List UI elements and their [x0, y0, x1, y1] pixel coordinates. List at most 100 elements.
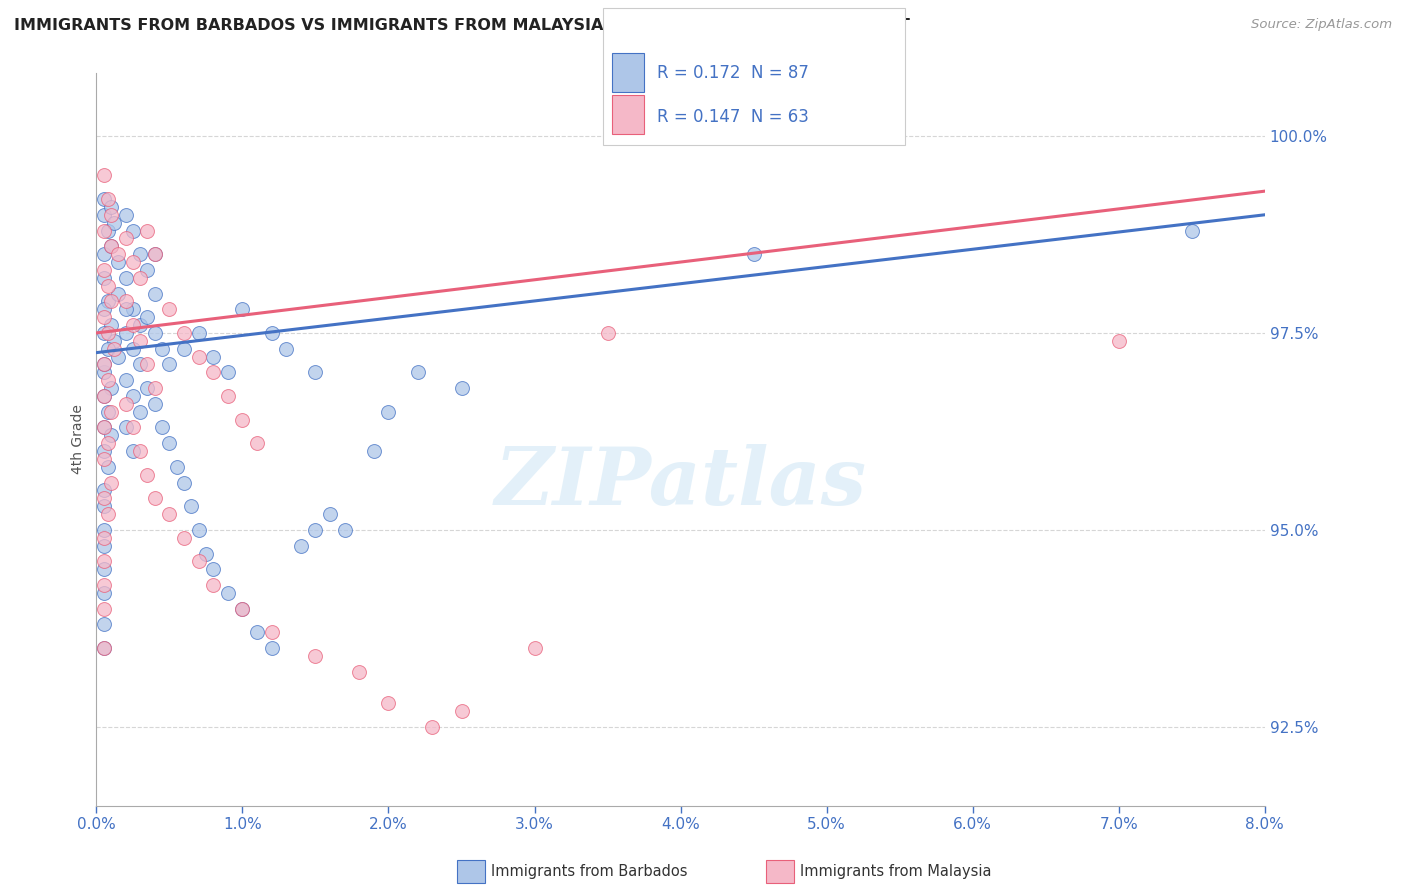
Point [93, 326, 115, 340]
Point [129, 247, 152, 261]
Point [450, 704, 472, 718]
Point [107, 286, 129, 301]
Point [97, 405, 120, 419]
Point [114, 326, 136, 340]
Point [114, 397, 136, 411]
Point [107, 247, 129, 261]
Point [290, 539, 312, 553]
Point [93, 617, 115, 632]
Point [114, 270, 136, 285]
Point [93, 578, 115, 592]
Point [202, 350, 225, 364]
Point [97, 223, 120, 237]
Point [122, 302, 145, 317]
Point [100, 239, 122, 253]
Point [97, 192, 120, 206]
Point [157, 302, 180, 317]
Point [100, 239, 122, 253]
Point [93, 208, 115, 222]
Point [1181, 223, 1204, 237]
Point [260, 641, 283, 656]
Point [173, 326, 195, 340]
Point [187, 326, 209, 340]
Point [107, 350, 129, 364]
Point [217, 389, 239, 403]
Point [93, 389, 115, 403]
Point [93, 169, 115, 183]
Text: R = 0.172  N = 87: R = 0.172 N = 87 [657, 63, 808, 81]
Point [114, 294, 136, 309]
Point [93, 263, 115, 277]
Point [122, 444, 145, 458]
Point [349, 665, 371, 679]
Point [93, 444, 115, 458]
Point [143, 286, 166, 301]
Point [93, 500, 115, 514]
Point [136, 223, 159, 237]
Point [194, 547, 217, 561]
Point [93, 389, 115, 403]
Point [377, 405, 399, 419]
Text: R = 0.147  N = 63: R = 0.147 N = 63 [657, 108, 808, 126]
Text: Source: ZipAtlas.com: Source: ZipAtlas.com [1251, 18, 1392, 31]
Point [100, 208, 122, 222]
Point [129, 444, 152, 458]
Point [97, 507, 120, 521]
Point [129, 405, 152, 419]
Point [93, 270, 115, 285]
Point [97, 342, 120, 356]
Point [93, 601, 115, 615]
Point [103, 342, 125, 356]
Point [93, 641, 115, 656]
Text: Immigrants from Barbados: Immigrants from Barbados [491, 864, 688, 879]
Y-axis label: 4th Grade: 4th Grade [72, 404, 86, 475]
Point [93, 586, 115, 600]
Point [114, 231, 136, 245]
Point [143, 247, 166, 261]
Point [114, 420, 136, 434]
Point [129, 318, 152, 332]
Point [100, 475, 122, 490]
Point [97, 278, 120, 293]
Point [93, 420, 115, 434]
Point [157, 436, 180, 450]
Point [304, 365, 326, 379]
Point [217, 586, 239, 600]
Point [304, 523, 326, 537]
Point [333, 523, 356, 537]
Point [100, 294, 122, 309]
Point [122, 318, 145, 332]
Point [103, 334, 125, 348]
Point [260, 326, 283, 340]
Point [93, 539, 115, 553]
Point [100, 200, 122, 214]
Point [97, 373, 120, 387]
Point [406, 365, 429, 379]
Point [136, 467, 159, 482]
Point [157, 507, 180, 521]
Point [523, 641, 546, 656]
Point [202, 578, 225, 592]
Point [143, 381, 166, 395]
Point [166, 459, 188, 474]
Point [122, 255, 145, 269]
Point [93, 483, 115, 498]
Point [93, 420, 115, 434]
Point [93, 310, 115, 325]
Point [180, 500, 202, 514]
Point [93, 302, 115, 317]
Point [377, 696, 399, 710]
Point [136, 310, 159, 325]
Point [136, 381, 159, 395]
Point [93, 452, 115, 467]
Point [97, 436, 120, 450]
Point [231, 302, 253, 317]
Point [122, 342, 145, 356]
Point [420, 720, 443, 734]
Point [217, 365, 239, 379]
Point [143, 247, 166, 261]
Point [114, 208, 136, 222]
Point [103, 216, 125, 230]
Point [129, 334, 152, 348]
Point [1108, 334, 1130, 348]
